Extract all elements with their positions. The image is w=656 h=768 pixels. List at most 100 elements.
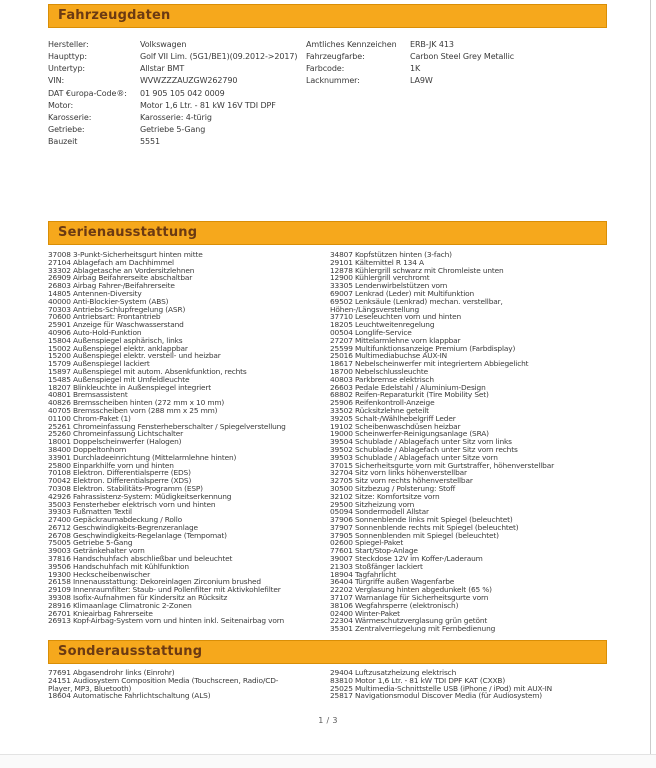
equipment-item: 22304 Wärmeschutzverglasung grün getönt xyxy=(330,616,488,626)
equipment-item: 32704 Sitz vorn links höhenverstellbar xyxy=(330,468,467,478)
equipment-item: 39303 Fußmatten Textil xyxy=(48,507,132,517)
equipment-item: 01100 Chrom-Paket (1) xyxy=(48,413,131,423)
detail-value: Karosserie: 4-türig xyxy=(140,112,212,122)
detail-value: Carbon Steel Grey Metallic xyxy=(410,52,515,62)
equipment-item: 37907 Sonnenblende rechts mit Spiegel (b… xyxy=(330,522,519,532)
standard-equipment-column-left: 37008 3-Punkt-Sicherheitsgurt hinten mit… xyxy=(48,251,318,625)
equipment-item: 70600 Antriebsart: Frontantrieb xyxy=(48,312,161,322)
detail-label: DAT €uropa-Code®: xyxy=(48,88,127,98)
equipment-item: 40801 Bremsassistent xyxy=(48,390,128,400)
detail-row: Getriebe: Getriebe 5-Gang xyxy=(48,124,306,136)
equipment-item: 37816 Handschuhfach abschließbar und bel… xyxy=(48,554,233,564)
equipment-item: 26603 Pedale Edelstahl / Aluminium-Desig… xyxy=(330,382,486,392)
equipment-item: 69007 Lenkrad (Leder) mit Multifunktion xyxy=(330,288,475,298)
equipment-item: 37008 3-Punkt-Sicherheitsgurt hinten mit… xyxy=(48,250,203,259)
detail-value: 1K xyxy=(410,64,421,74)
equipment-item: 26913 Kopf-Airbag-System vorn und hinten… xyxy=(48,616,284,626)
detail-label: Getriebe: xyxy=(48,125,85,135)
section-title: Fahrzeugdaten xyxy=(58,8,171,23)
detail-row: Fahrzeugfarbe: Carbon Steel Grey Metallic xyxy=(306,51,608,63)
detail-label: Haupttyp: xyxy=(48,52,87,62)
equipment-item: 15709 Außenspiegel lackiert xyxy=(48,359,150,369)
detail-row: Bauzeit 5551 xyxy=(48,136,306,148)
section-title: Sonderausstattung xyxy=(58,644,203,659)
equipment-item: 18700 Nebelschlussleuchte xyxy=(330,366,428,376)
equipment-item: 83810 Motor 1,6 Ltr. - 81 kW TDI DPF KAT… xyxy=(330,675,506,685)
equipment-item: 25817 Navigationsmodul Discover Media (f… xyxy=(330,691,543,701)
equipment-item: 25599 Multifunktionsanzeige Premium (Far… xyxy=(330,343,516,353)
equipment-item: 77691 Abgasendrohr links (Einrohr) xyxy=(48,668,175,677)
equipment-item: 18904 Tagfahrlicht xyxy=(330,569,397,579)
equipment-item: 39502 Schublade / Ablagefach unter Sitz … xyxy=(330,444,518,454)
detail-value: 01 905 105 042 0009 xyxy=(140,88,225,98)
equipment-item: 39504 Schublade / Ablagefach unter Sitz … xyxy=(330,437,512,447)
equipment-item: 18617 Nebelscheinwerfer mit integriertem… xyxy=(330,359,529,369)
equipment-item: 37107 Warnanlage für Sicherheitsgurte vo… xyxy=(330,593,489,603)
equipment-item: 02600 Spiegel-Paket xyxy=(330,538,404,548)
optional-equipment-column-right: 29404 Luftzusatzheizung elektrisch 83810 … xyxy=(330,669,590,700)
equipment-item: 00504 Longlife-Service xyxy=(330,327,412,337)
vehicle-details: Hersteller: Volkswagen Haupttyp: Golf VII L… xyxy=(48,39,608,148)
detail-value: LA9W xyxy=(410,76,433,86)
vehicle-details-right: Amtliches Kennzeichen ERB-JK 413 Fahrzeugf… xyxy=(306,39,608,148)
equipment-item: 18604 Automatische Fahrlichtschaltung (A… xyxy=(48,691,211,701)
detail-row: Farbcode: 1K xyxy=(306,63,608,75)
page-right-border xyxy=(650,0,651,755)
equipment-item: 39003 Getränkehalter vorn xyxy=(48,546,145,556)
equipment-item: 29101 Kältemittel R 134 A xyxy=(330,257,424,267)
equipment-item: 70308 Elektron. Stabilitäts-Programm (ES… xyxy=(48,483,203,493)
equipment-item: 38400 Doppeltonhorn xyxy=(48,444,127,454)
equipment-item: 19000 Scheinwerfer-Reinigungsanlage (SRA… xyxy=(330,429,489,439)
equipment-item: 19102 Scheibenwaschdüsen heizbar xyxy=(330,421,461,431)
equipment-item: 26701 Knieairbag Fahrerseite xyxy=(48,608,153,618)
equipment-item: 05094 Sondermodell Allstar xyxy=(330,507,429,517)
equipment-item: 19300 Heckscheibenwischer xyxy=(48,569,150,579)
equipment-item: 39506 Handschuhfach mit Kühlfunktion xyxy=(48,561,189,571)
equipment-item: 40705 Bremsscheiben vorn (288 mm x 25 mm… xyxy=(48,405,218,415)
equipment-item: 33302 Ablagetasche an Vordersitzlehnen xyxy=(48,265,195,275)
detail-value: Allstar BMT xyxy=(140,64,185,74)
detail-label: Karosserie: xyxy=(48,112,92,122)
detail-row: Untertyp: Allstar BMT xyxy=(48,63,306,75)
equipment-item: 14805 Antennen-Diversity xyxy=(48,288,142,298)
equipment-item: 35301 Zentralverriegelung mit Fernbedien… xyxy=(330,624,496,634)
equipment-item: 27104 Ablagefach am Dachhimmel xyxy=(48,257,174,267)
equipment-item: 29109 Innenraumfilter: Staub- und Pollen… xyxy=(48,585,281,595)
equipment-item: 25016 Multimediabuchse AUX-IN xyxy=(330,351,447,361)
equipment-item: 40826 Bremsscheiben hinten (272 mm x 10 … xyxy=(48,398,225,408)
equipment-item: 27400 Gepäckraumabdeckung / Rollo xyxy=(48,515,182,525)
detail-row: Amtliches Kennzeichen ERB-JK 413 xyxy=(306,39,608,51)
page-indicator: 1 / 3 xyxy=(318,716,338,725)
detail-label: Hersteller: xyxy=(48,40,89,49)
equipment-item: 26712 Geschwindigkeits-Begrenzeranlage xyxy=(48,522,198,532)
equipment-item: 18207 Blinkleuchte in Außenspiegel integ… xyxy=(48,382,212,392)
equipment-item: 25260 Chromeinfassung Lichtschalter xyxy=(48,429,184,439)
detail-label: Lacknummer: xyxy=(306,76,360,86)
equipment-item: 38106 Wegfahrsperre (elektronisch) xyxy=(330,600,459,610)
equipment-item: 29404 Luftzusatzheizung elektrisch xyxy=(330,668,457,677)
detail-value: 5551 xyxy=(140,137,160,147)
section-header-fahrzeugdaten: Fahrzeugdaten xyxy=(48,4,607,28)
section-header-serienausstattung: Serienausstattung xyxy=(48,221,607,245)
equipment-item: 18205 Leuchtweitenregelung xyxy=(330,320,435,330)
equipment-item: 25261 Chromeinfassung Fensterheberschalt… xyxy=(48,421,286,431)
equipment-item: 37015 Sicherheitsgurte vorn mit Gurtstra… xyxy=(330,460,554,470)
equipment-item: 70303 Antriebs-Schlupfregelung (ASR) xyxy=(48,304,186,314)
equipment-item: 12878 Kühlergrill schwarz mit Chromleist… xyxy=(330,265,504,275)
detail-value: ERB-JK 413 xyxy=(410,40,454,49)
equipment-item: 35003 Fensterheber elektrisch vorn und h… xyxy=(48,499,216,509)
page-bottom-edge xyxy=(0,754,656,768)
equipment-item: 26708 Geschwindigkeits-Regelanlage (Temp… xyxy=(48,530,227,540)
detail-value: Motor 1,6 Ltr. - 81 kW 16V TDI DPF xyxy=(140,100,276,110)
detail-label: Farbcode: xyxy=(306,64,345,74)
equipment-item: 42926 Fahrassistenz-System: Müdigkeitser… xyxy=(48,491,232,501)
equipment-item: 69502 Lenksäule (Lenkrad) mechan. verste… xyxy=(330,296,503,314)
equipment-item: 22202 Verglasung hinten abgedunkelt (65 … xyxy=(330,585,492,595)
equipment-item: 37906 Sonnenblende links mit Spiegel (be… xyxy=(330,515,513,525)
detail-value: Golf VII Lim. (5G1/BE1)(09.2012->2017) xyxy=(140,52,298,62)
detail-row: Karosserie: Karosserie: 4-türig xyxy=(48,112,306,124)
detail-row: VIN: WVWZZZAUZGW262790 xyxy=(48,75,306,87)
equipment-item: 26803 Airbag Fahrer-/Beifahrerseite xyxy=(48,281,175,291)
equipment-item: 40906 Auto-Hold-Funktion xyxy=(48,327,142,337)
